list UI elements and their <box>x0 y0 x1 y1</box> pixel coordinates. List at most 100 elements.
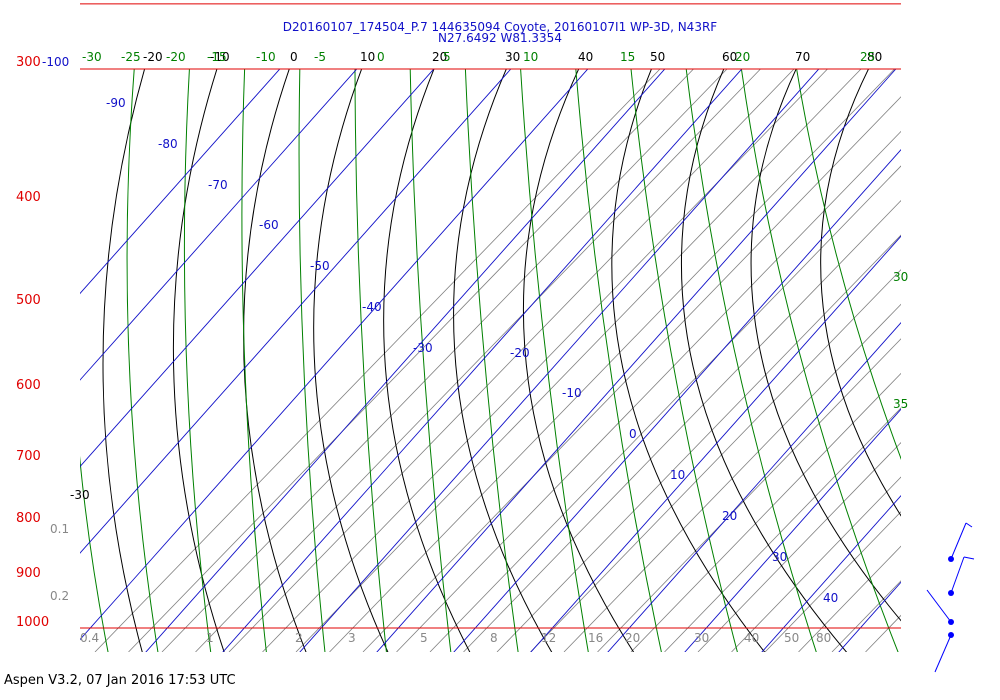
pressure-tick-label: 300 <box>16 55 41 70</box>
isotherm-line <box>684 408 901 652</box>
moist-adiabat-label: -5 <box>314 50 326 64</box>
moist-adiabat <box>685 69 817 652</box>
moist-adiabat-label: 30 <box>893 270 908 284</box>
isotherm-label: -70 <box>208 178 228 192</box>
pressure-tick-label: 500 <box>16 293 41 308</box>
moist-adiabat-label: -20 <box>166 50 186 64</box>
wind-barb-shaft <box>926 589 952 623</box>
mixing-ratio-label: 0.1 <box>50 522 69 536</box>
dry-adiabat <box>522 69 635 652</box>
footer-version-timestamp: Aspen V3.2, 07 Jan 2016 17:53 UTC <box>4 673 236 688</box>
dry-adiabat-label: -10 <box>210 50 230 64</box>
mixing-ratio-line <box>731 476 901 652</box>
mixing-ratio-line <box>764 511 901 652</box>
pressure-tick-label: 700 <box>16 449 41 464</box>
mixing-ratio-line <box>429 165 901 652</box>
pressure-tick-label: 400 <box>16 190 41 205</box>
moist-adiabat <box>354 69 387 652</box>
mixing-ratio-label: 0.2 <box>50 589 69 603</box>
mixing-ratio-label: 16 <box>588 631 603 645</box>
isotherm-label: -30 <box>413 341 433 355</box>
chart-subtitle: N27.6492 W81.3354 <box>438 31 562 45</box>
isotherm-label: -50 <box>310 259 330 273</box>
mixing-ratio-label: 5 <box>420 631 428 645</box>
wind-barb-shaft <box>934 634 952 673</box>
mixing-ratio-line <box>563 303 901 652</box>
wind-barb-shaft <box>950 556 965 594</box>
dry-adiabat-label: -30 <box>70 488 90 502</box>
isotherm-label: 10 <box>670 468 685 482</box>
mixing-ratio-line <box>630 372 901 652</box>
skewt-grid <box>80 39 1000 682</box>
mixing-ratio-label: 20 <box>625 631 640 645</box>
dry-adiabat-label: 20 <box>432 50 447 64</box>
moist-adiabat <box>464 69 519 652</box>
dry-adiabat <box>611 69 766 652</box>
mixing-ratio-line <box>228 69 795 652</box>
isotherm-line <box>80 69 589 641</box>
moist-adiabat <box>630 69 738 652</box>
pressure-tick-label: 900 <box>16 566 41 581</box>
dry-adiabat-label: 10 <box>360 50 375 64</box>
isotherm-line <box>80 69 435 468</box>
mixing-ratio-line <box>161 69 728 652</box>
isotherm-line <box>145 69 666 652</box>
mixing-ratio-line <box>697 441 901 652</box>
isotherm-line <box>376 69 897 652</box>
moist-adiabat <box>80 455 109 652</box>
mixing-ratio-line <box>362 96 901 652</box>
dry-adiabat-label: 80 <box>867 50 882 64</box>
dry-adiabat-label: 30 <box>505 50 520 64</box>
mixing-ratio-label: 3 <box>348 631 356 645</box>
mixing-ratio-line <box>798 545 901 652</box>
isotherm-label: -90 <box>106 96 126 110</box>
moist-adiabat-label: 5 <box>443 50 451 64</box>
isotherm-label: -80 <box>158 137 178 151</box>
dry-adiabat-label: -20 <box>143 50 163 64</box>
isotherm-line <box>889 39 1000 682</box>
isotherm-line <box>80 69 358 381</box>
mixing-ratio-label: 8 <box>490 631 498 645</box>
dry-adiabat <box>383 69 471 652</box>
isotherm-line <box>222 69 743 652</box>
isotherm-line <box>607 322 901 652</box>
isotherm-line <box>80 69 512 554</box>
moist-adiabat-label: -30 <box>82 50 102 64</box>
mixing-ratio-line <box>530 269 901 652</box>
pressure-tick-label: 600 <box>16 378 41 393</box>
isotherm-label: 0 <box>629 427 637 441</box>
mixing-ratio-line <box>396 130 901 652</box>
isotherm-line <box>299 69 820 652</box>
mixing-ratio-line <box>664 407 901 652</box>
dry-adiabat-label: 40 <box>578 50 593 64</box>
moist-adiabat-label: 25 <box>860 50 875 64</box>
isotherm-line <box>530 235 901 652</box>
mixing-ratio-line <box>597 338 901 652</box>
mixing-ratio-label: 80 <box>816 631 831 645</box>
moist-adiabat-label: -15 <box>207 50 227 64</box>
moist-adiabat <box>126 69 159 652</box>
pressure-tick-label: 800 <box>16 511 41 526</box>
isotherm-label: -40 <box>362 300 382 314</box>
mixing-ratio-label: 2 <box>295 631 303 645</box>
moist-adiabat-label: -10 <box>256 50 276 64</box>
mixing-ratio-label: 1 <box>206 631 214 645</box>
isotherm-line <box>761 495 901 652</box>
moist-adiabat <box>520 69 589 652</box>
moist-adiabat <box>409 69 452 652</box>
mixing-ratio-line <box>865 614 901 652</box>
mixing-ratio-line <box>195 69 761 652</box>
dry-adiabat <box>680 69 848 652</box>
dry-adiabat <box>750 69 901 622</box>
mixing-ratio-line <box>295 69 862 652</box>
moist-adiabat <box>740 69 899 652</box>
dry-adiabat <box>820 69 901 517</box>
mixing-ratio-line <box>463 199 901 652</box>
mixing-ratio-label: 0.4 <box>80 631 99 645</box>
moist-adiabat-label: -25 <box>121 50 141 64</box>
dry-adiabat <box>453 69 553 652</box>
dry-adiabat-label: 70 <box>795 50 810 64</box>
wind-barb-shaft <box>965 522 973 528</box>
